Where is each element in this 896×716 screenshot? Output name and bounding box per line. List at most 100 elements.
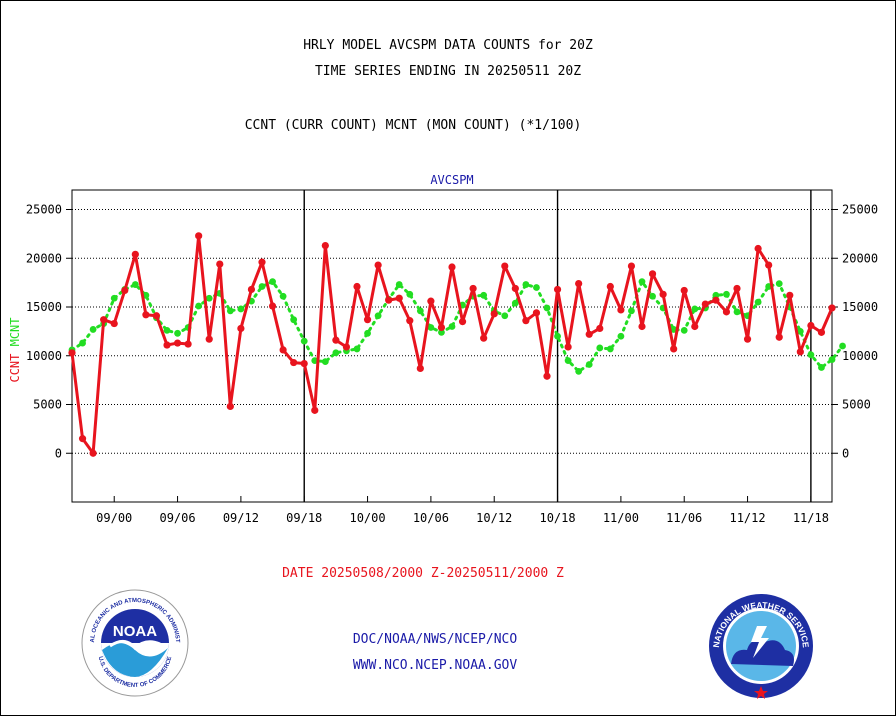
y-tick-label-right: 10000 (842, 349, 878, 363)
mcnt-point (501, 312, 509, 320)
nws-logo: NATIONAL WEATHER SERVICE (709, 594, 813, 699)
mcnt-point (533, 284, 540, 291)
ccnt-point (722, 308, 731, 316)
ccnt-point (237, 324, 245, 333)
ccnt-point (363, 316, 372, 324)
chart-subtitle: CCNT (CURR COUNT) MCNT (MON COUNT) (*1/1… (244, 118, 582, 133)
mcnt-point (406, 290, 414, 298)
mcnt-point (89, 326, 97, 333)
ccnt-point (173, 339, 182, 347)
chart-title-line2: TIME SERIES ENDING IN 20250511 20Z (314, 64, 582, 79)
mcnt-point (279, 292, 287, 300)
mcnt-point (712, 291, 720, 299)
mcnt-point (723, 290, 730, 298)
ccnt-point (670, 345, 678, 353)
mcnt-point (554, 332, 561, 340)
mcnt-point (364, 329, 371, 337)
ccnt-point (300, 359, 308, 368)
ccnt-point (532, 309, 541, 317)
mcnt-point (754, 298, 762, 306)
mcnt-point (79, 339, 86, 347)
website-text: WWW.NCO.NCEP.NOAA.GOV (352, 658, 518, 673)
ccnt-point (585, 330, 593, 338)
ccnt-point (617, 306, 625, 314)
ccnt-point (385, 296, 393, 304)
ccnt-point (448, 263, 456, 271)
ccnt-point (131, 250, 139, 258)
ccnt-point (775, 333, 783, 341)
mcnt-point (839, 342, 846, 350)
ccnt-point (321, 241, 329, 250)
org-path-text: DOC/NOAA/NWS/NCEP/NCO (352, 632, 518, 647)
ccnt-point (353, 282, 361, 291)
ccnt-point (68, 349, 76, 357)
ccnt-point (606, 282, 614, 291)
mcnt-point (174, 329, 181, 337)
mcnt-point (332, 349, 340, 357)
ccnt-point (480, 334, 488, 342)
ccnt-point (195, 232, 203, 240)
ccnt-point (437, 323, 446, 332)
ccnt-point (374, 261, 382, 269)
ccnt-point (279, 346, 287, 354)
date-range-label: DATE 20250508/2000 Z-20250511/2000 Z (282, 566, 564, 581)
ccnt-point (765, 261, 773, 269)
x-tick-label: 09/18 (286, 511, 322, 525)
ccnt-point (427, 297, 435, 305)
ccnt-point (828, 304, 836, 312)
mcnt-point (638, 278, 646, 286)
mcnt-point (258, 283, 266, 290)
y-axis-label-ccnt: CCNT (8, 346, 22, 382)
mcnt-point (300, 337, 308, 345)
ccnt-point (110, 319, 118, 328)
ccnt-point (543, 372, 551, 380)
x-tick-label: 09/06 (159, 511, 195, 525)
ccnt-point (216, 260, 224, 268)
y-tick-label-left: 15000 (26, 300, 62, 314)
noaa-logo: NOAA NATIONAL OCEANIC AND ATMOSPHERIC AD… (80, 588, 189, 697)
mcnt-point (290, 316, 298, 324)
mcnt-point (269, 278, 276, 286)
y-tick-label-left: 5000 (33, 398, 62, 412)
x-tick-label: 10/00 (349, 511, 385, 525)
mcnt-point (649, 292, 656, 300)
mcnt-point (480, 291, 488, 299)
mcnt-point (775, 280, 783, 287)
mcnt-point (733, 308, 741, 316)
mcnt-point (427, 324, 435, 331)
y-tick-label-right: 15000 (842, 300, 878, 314)
ccnt-point (89, 449, 97, 457)
mcnt-point (606, 345, 614, 353)
ccnt-point (290, 358, 298, 367)
ccnt-point (691, 322, 699, 331)
y-tick-label-left: 25000 (26, 203, 62, 217)
plot-border (71, 189, 833, 503)
ccnt-point (311, 406, 319, 414)
ccnt-point (490, 310, 498, 318)
y-tick-label-left: 0 (55, 446, 62, 460)
ccnt-point (501, 262, 509, 270)
ccnt-point (78, 435, 87, 443)
ccnt-point (406, 317, 414, 325)
mcnt-point (226, 307, 234, 315)
ccnt-point (596, 324, 604, 333)
mcnt-point (163, 327, 171, 334)
mcnt-point (691, 305, 699, 313)
mcnt-point (564, 357, 572, 365)
ccnt-point (152, 312, 161, 320)
ccnt-point (226, 402, 234, 411)
x-tick-label: 10/06 (413, 511, 449, 525)
y-axis-label-mcnt: MCNT (8, 317, 22, 346)
y-tick-label-left: 10000 (26, 349, 62, 363)
ccnt-point (786, 291, 794, 299)
mcnt-point (448, 323, 456, 330)
mcnt-point (416, 307, 424, 315)
ccnt-point (268, 302, 277, 310)
ccnt-point (342, 343, 351, 351)
ccnt-point (627, 262, 636, 270)
mcnt-point (585, 361, 593, 368)
ccnt-point (638, 322, 646, 331)
mcnt-point (628, 307, 635, 315)
y-tick-label-right: 20000 (842, 251, 878, 265)
